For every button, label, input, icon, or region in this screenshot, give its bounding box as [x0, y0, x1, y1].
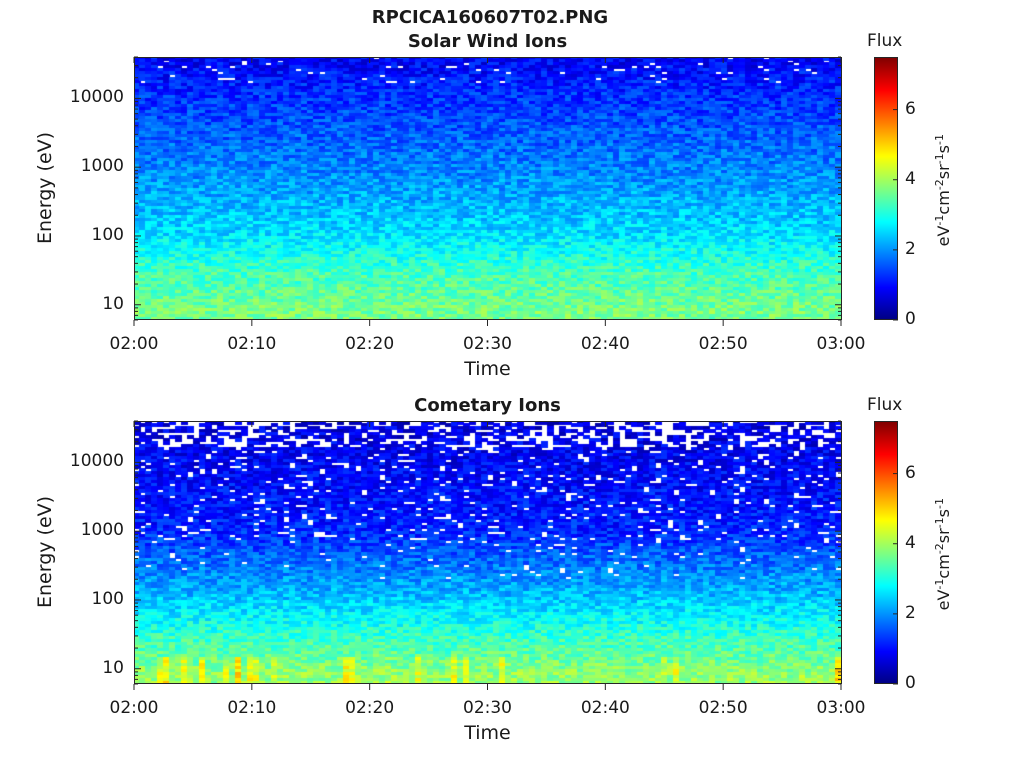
colorbar-tick-label: 0	[905, 309, 916, 329]
x-tick-label: 02:00	[109, 334, 159, 354]
x-tick-label: 02:40	[580, 698, 630, 718]
spectrogram-solar-wind	[134, 57, 841, 320]
colorbar-title-cometary: Flux	[867, 395, 903, 415]
panel-title-cometary: Cometary Ions	[414, 395, 561, 416]
colorbar-tick-label: 6	[905, 462, 916, 483]
panel-title-solar-wind: Solar Wind Ions	[407, 31, 568, 52]
y-tick-label: 10000	[69, 87, 124, 108]
x-tick-label: 02:10	[227, 698, 277, 718]
y-tick-label: 1000	[80, 520, 124, 541]
colorbar-frame	[874, 421, 898, 684]
x-tick-label: 02:50	[698, 698, 748, 718]
y-tick-label: 100	[91, 224, 124, 245]
y-tick-label: 10	[102, 293, 124, 314]
x-tick-label: 02:20	[345, 334, 395, 354]
x-tick-label: 02:50	[698, 334, 748, 354]
y-tick-label: 10	[102, 657, 124, 678]
x-tick-label: 03:00	[816, 334, 866, 354]
x-tick-label: 02:00	[109, 698, 159, 718]
colorbar-tick-label: 2	[905, 602, 916, 623]
y-tick-label: 1000	[80, 156, 124, 177]
colorbar-tick-label: 6	[905, 98, 916, 119]
x-axis-label-cometary: Time	[464, 722, 511, 744]
colorbar-tick-label: 2	[905, 238, 916, 259]
x-tick-label: 02:20	[345, 698, 395, 718]
axes-frame	[134, 421, 842, 684]
axes-frame	[134, 57, 842, 320]
colorbar-tick-label: 0	[905, 673, 916, 693]
y-tick-label: 100	[91, 588, 124, 609]
spectrogram-cometary	[134, 421, 841, 684]
colorbar-tick-label: 4	[905, 532, 916, 553]
x-tick-label: 02:30	[463, 698, 512, 718]
x-tick-label: 02:40	[580, 334, 630, 354]
x-tick-label: 03:00	[816, 698, 866, 718]
x-axis-label-solar-wind: Time	[464, 358, 511, 380]
colorbar-cometary	[874, 421, 898, 684]
colorbar-frame	[874, 57, 898, 320]
x-tick-label: 02:30	[463, 334, 512, 354]
x-tick-label: 02:10	[227, 334, 277, 354]
y-tick-label: 10000	[69, 451, 124, 472]
colorbar-tick-label: 4	[905, 168, 916, 189]
figure-title: RPCICA160607T02.PNG	[371, 7, 609, 28]
colorbar-title-solar-wind: Flux	[867, 31, 903, 51]
colorbar-solar-wind	[874, 57, 898, 320]
